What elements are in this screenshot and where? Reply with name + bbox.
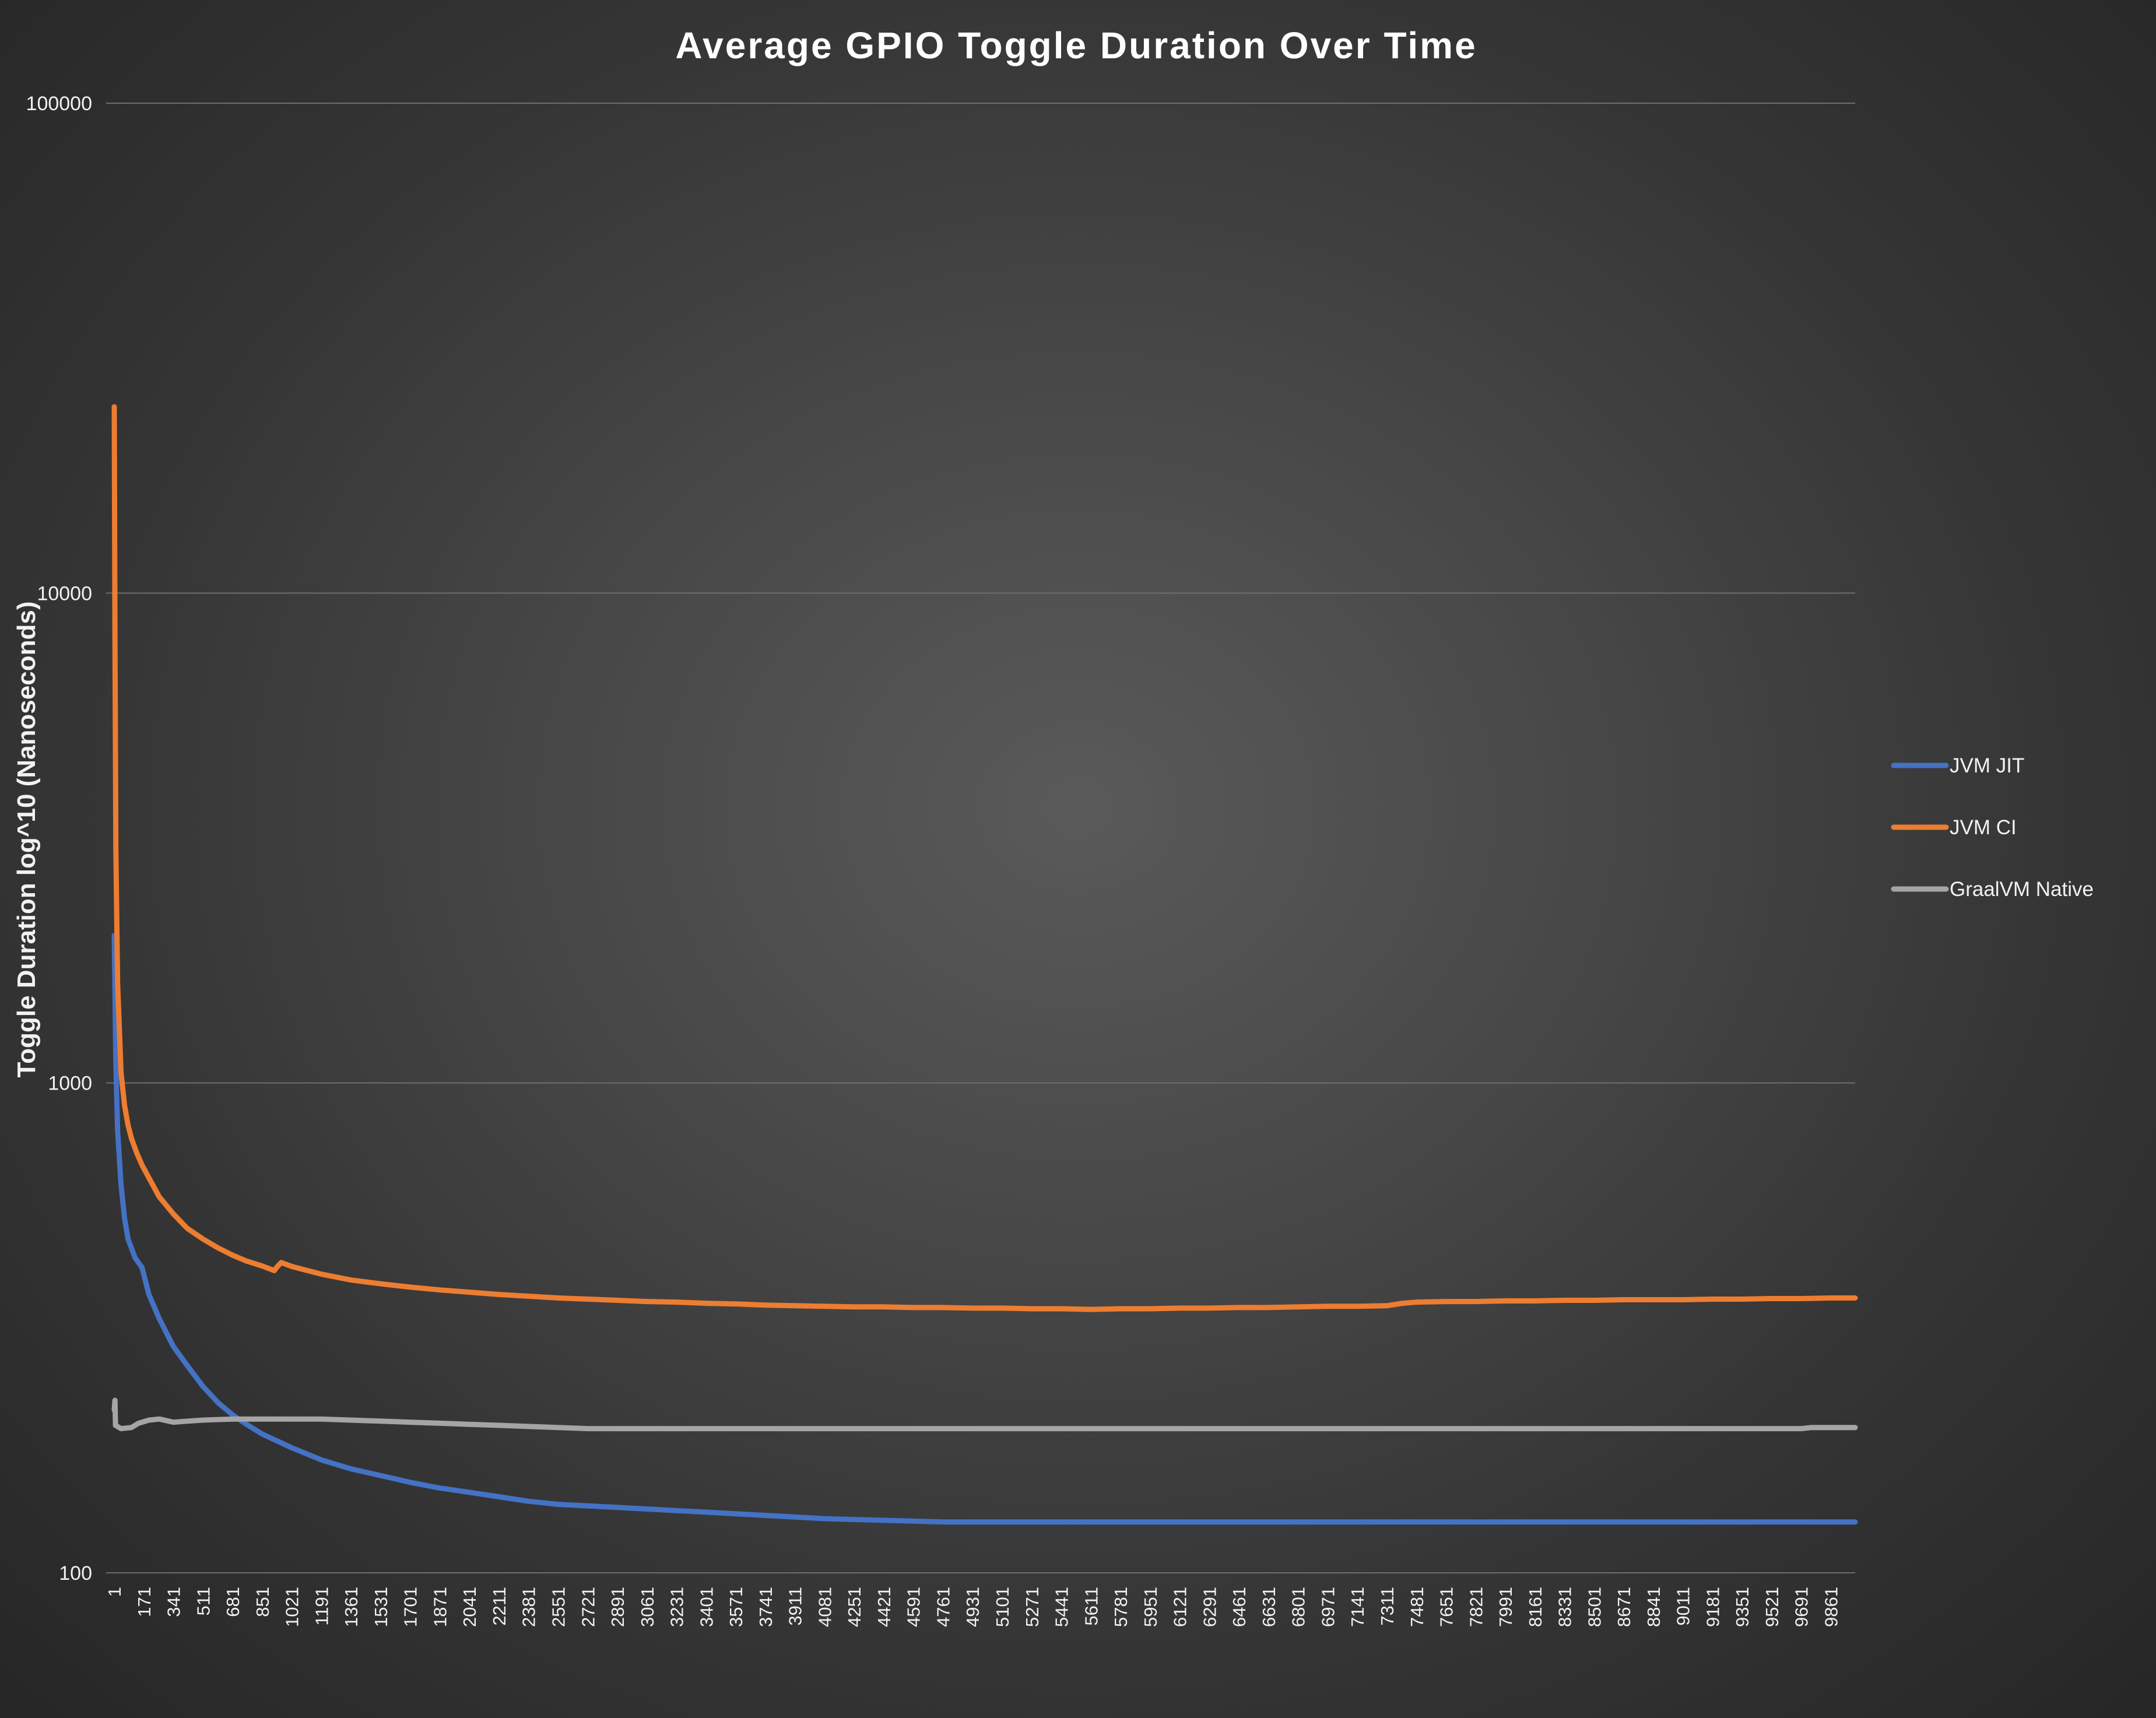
x-tick-label: 9351 (1732, 1587, 1753, 1627)
x-tick-label: 2721 (578, 1587, 598, 1627)
x-tick-label: 7651 (1437, 1587, 1457, 1627)
x-tick-label: 4761 (933, 1587, 953, 1627)
series-line-jvm-jit (111, 933, 1858, 1525)
x-tick-label: 7991 (1495, 1587, 1516, 1627)
x-tick-label: 3061 (637, 1587, 658, 1627)
x-tick-label: 1191 (311, 1587, 332, 1626)
chart-title: Average GPIO Toggle Duration Over Time (675, 24, 1477, 66)
x-tick-label: 4421 (874, 1587, 894, 1627)
x-tick-label: 3571 (726, 1587, 746, 1627)
x-tick-label: 6461 (1229, 1587, 1249, 1627)
y-axis-ticks: 100 1000 10000 100000 (26, 93, 92, 1585)
x-tick-label: 4251 (844, 1587, 865, 1627)
series-lines (111, 404, 1858, 1525)
x-tick-label: 5781 (1111, 1587, 1131, 1627)
x-tick-label: 4081 (814, 1587, 835, 1627)
x-tick-label: 3231 (667, 1587, 687, 1627)
x-tick-label: 2041 (459, 1587, 480, 1627)
x-tick-label: 3741 (756, 1587, 776, 1627)
y-tick-label: 100 (59, 1562, 92, 1585)
x-axis-ticks: 1 171 341 511 681 851 1021 1191 1361 1531 1701 1871… (104, 1587, 1841, 1627)
x-tick-label: 3401 (696, 1587, 717, 1627)
y-axis-label: Toggle Duration log^10 (Nanoseconds) (12, 602, 41, 1078)
series-line-graalvm-native (111, 1397, 1858, 1432)
x-tick-label: 341 (164, 1587, 184, 1617)
x-tick-label: 6971 (1318, 1587, 1338, 1627)
x-tick-label: 1531 (371, 1587, 391, 1627)
x-tick-label: 6631 (1259, 1587, 1279, 1627)
x-tick-label: 9691 (1792, 1587, 1812, 1627)
legend[interactable]: JVM JIT JVM CI GraalVM Native (1891, 754, 2094, 901)
x-tick-label: 1361 (341, 1587, 361, 1627)
x-tick-label: 5101 (992, 1587, 1013, 1627)
x-tick-label: 1701 (401, 1587, 421, 1627)
x-tick-label: 9861 (1821, 1587, 1841, 1627)
legend-label: JVM JIT (1950, 754, 2024, 777)
y-tick-label: 10000 (37, 582, 92, 605)
x-tick-label: 8841 (1644, 1587, 1664, 1627)
x-tick-label: 4931 (963, 1587, 983, 1627)
x-tick-label: 511 (193, 1587, 213, 1615)
x-tick-label: 1871 (430, 1587, 450, 1627)
x-tick-label: 7311 (1377, 1587, 1397, 1626)
legend-item-graalvm-native[interactable]: GraalVM Native (1891, 878, 2094, 901)
x-tick-label: 7141 (1347, 1587, 1368, 1627)
x-tick-label: 6291 (1199, 1587, 1220, 1627)
gridlines (106, 103, 1855, 1573)
legend-item-jvm-jit[interactable]: JVM JIT (1891, 754, 2024, 777)
x-tick-label: 2891 (608, 1587, 628, 1627)
x-tick-label: 4591 (904, 1587, 924, 1627)
x-tick-label: 851 (252, 1587, 273, 1617)
x-tick-label: 5611 (1081, 1587, 1101, 1626)
x-tick-label: 9011 (1673, 1587, 1694, 1626)
x-tick-label: 8671 (1614, 1587, 1634, 1627)
x-tick-label: 7481 (1407, 1587, 1427, 1627)
x-tick-label: 2381 (519, 1587, 539, 1627)
x-tick-label: 5951 (1140, 1587, 1161, 1627)
x-tick-label: 8161 (1525, 1587, 1546, 1627)
x-tick-label: 6801 (1288, 1587, 1309, 1627)
x-tick-label: 9181 (1702, 1587, 1723, 1627)
x-tick-label: 2211 (489, 1587, 510, 1626)
x-tick-label: 681 (223, 1587, 243, 1617)
x-tick-label: 5441 (1052, 1587, 1072, 1627)
series-line-jvm-ci (111, 404, 1858, 1312)
y-tick-label: 1000 (48, 1073, 92, 1095)
y-tick-label: 100000 (26, 93, 92, 115)
x-tick-label: 171 (134, 1587, 154, 1617)
x-tick-label: 9521 (1762, 1587, 1782, 1627)
x-tick-label: 8501 (1584, 1587, 1604, 1627)
x-tick-label: 6121 (1170, 1587, 1191, 1627)
x-tick-label: 2551 (549, 1587, 569, 1627)
x-tick-label: 3911 (785, 1587, 806, 1626)
legend-label: GraalVM Native (1950, 878, 2094, 901)
x-tick-label: 8331 (1555, 1587, 1575, 1627)
x-tick-label: 5271 (1022, 1587, 1042, 1627)
x-tick-label: 1021 (282, 1587, 303, 1627)
legend-label: JVM CI (1950, 816, 2017, 839)
x-tick-label: 7821 (1466, 1587, 1486, 1627)
x-tick-label: 1 (104, 1587, 125, 1597)
legend-item-jvm-ci[interactable]: JVM CI (1891, 816, 2017, 839)
